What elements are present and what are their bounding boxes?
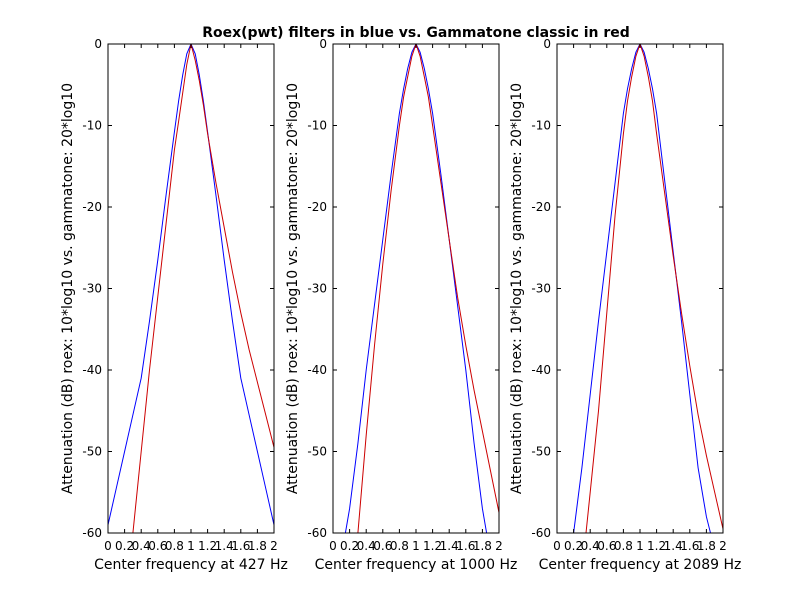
x-tick-label-0-6: 0.6 [373,539,392,553]
gammatone-series-line [585,44,723,533]
x-tick-label-0-8: 0.8 [614,539,633,553]
x-tick-label-1-4: 1.4 [215,539,234,553]
x-tick-label-1-6: 1.6 [231,539,250,553]
x-tick-label-0-2: 0.2 [564,539,583,553]
y-tick-label-40: -40 [307,363,327,377]
y-tick-label-50: -50 [82,445,102,459]
y-axis-label: Attenuation (dB) roex: 10*log10 vs. gamm… [60,83,76,494]
y-axis-label: Attenuation (dB) roex: 10*log10 vs. gamm… [285,83,301,494]
x-tick-label-1-8: 1.8 [697,539,716,553]
y-tick-label-0: 0 [543,37,551,51]
x-tick-label-0-4: 0.4 [132,539,151,553]
y-tick-label-60: -60 [82,526,102,540]
x-tick-label-1-2: 1.2 [647,539,666,553]
roex-series-line [344,44,488,533]
x-tick-label-0-6: 0.6 [148,539,167,553]
y-tick-label-30: -30 [531,282,551,296]
x-tick-label-0-2: 0.2 [115,539,134,553]
plot-area [333,44,499,533]
x-tick-label-0-4: 0.4 [581,539,600,553]
y-axis-label: Attenuation (dB) roex: 10*log10 vs. gamm… [509,83,525,494]
plot-area [557,44,723,533]
x-tick-label-1-2: 1.2 [198,539,217,553]
plot-area [108,44,274,533]
x-tick-label-1: 1 [187,539,195,553]
y-tick-label-0: 0 [319,37,327,51]
gammatone-series-line [132,44,274,533]
x-tick-label-1-6: 1.6 [456,539,475,553]
y-tick-label-50: -50 [307,445,327,459]
x-tick-label-1-2: 1.2 [423,539,442,553]
x-axis-label: Center frequency at 2089 Hz [539,557,742,573]
subplot-427hz: 0 0.20.40.60.8 1 1.21.41.61.8 2-60-50-40-30-… [60,37,288,573]
y-tick-label-20: -20 [531,200,551,214]
y-tick-label-60: -60 [307,526,327,540]
x-tick-label-0-2: 0.2 [340,539,359,553]
x-tick-label-1: 1 [636,539,644,553]
x-tick-label-1-4: 1.4 [664,539,683,553]
x-tick-label-2: 2 [495,539,503,553]
x-tick-label-1-8: 1.8 [473,539,492,553]
subplot-1000hz: 0 0.20.40.60.8 1 1.21.41.61.8 2-60-50-40-30-… [285,37,517,573]
x-axis-label: Center frequency at 427 Hz [94,557,288,573]
y-tick-label-40: -40 [531,363,551,377]
x-tick-label-0: 0 [329,539,337,553]
x-tick-label-2: 2 [719,539,727,553]
x-tick-label-1-4: 1.4 [440,539,459,553]
roex-series-line [573,44,711,533]
subplot-2089hz: 0 0.20.40.60.8 1 1.21.41.61.8 2-60-50-40-30-… [509,37,741,573]
y-tick-label-20: -20 [82,200,102,214]
x-tick-label-0-8: 0.8 [165,539,184,553]
y-tick-label-50: -50 [531,445,551,459]
figure-title: Roex(pwt) filters in blue vs. Gammatone … [202,25,630,41]
y-tick-label-10: -10 [307,119,327,133]
x-tick-label-0: 0 [553,539,561,553]
x-tick-label-0: 0 [104,539,112,553]
y-tick-label-10: -10 [531,119,551,133]
gammatone-series-line [357,44,499,533]
y-tick-label-60: -60 [531,526,551,540]
x-tick-label-1: 1 [412,539,420,553]
y-tick-label-20: -20 [307,200,327,214]
x-axis-label: Center frequency at 1000 Hz [315,557,518,573]
y-tick-label-30: -30 [82,282,102,296]
x-tick-label-0-8: 0.8 [390,539,409,553]
x-tick-label-0-6: 0.6 [597,539,616,553]
x-tick-label-0-4: 0.4 [357,539,376,553]
y-tick-label-0: 0 [94,37,102,51]
x-tick-label-1-6: 1.6 [680,539,699,553]
x-tick-label-1-8: 1.8 [248,539,267,553]
y-tick-label-30: -30 [307,282,327,296]
roex-series-line [108,44,274,526]
y-tick-label-40: -40 [82,363,102,377]
y-tick-label-10: -10 [82,119,102,133]
x-tick-label-2: 2 [270,539,278,553]
